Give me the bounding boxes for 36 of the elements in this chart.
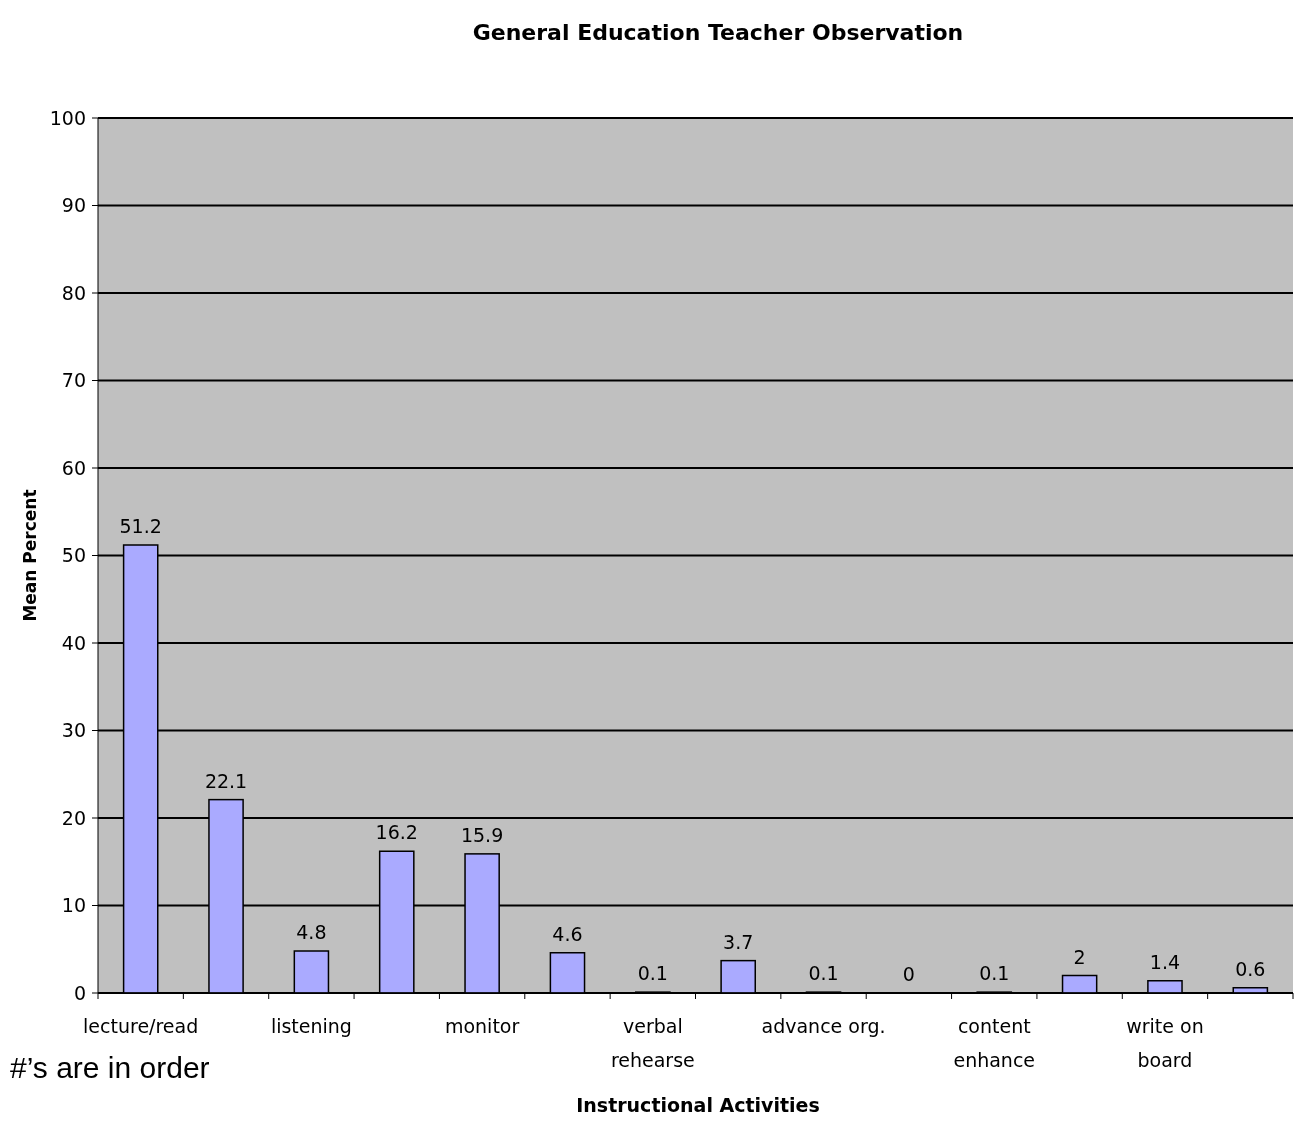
x-tick-label: listening <box>270 1015 352 1037</box>
data-label: 1.4 <box>1149 950 1181 973</box>
x-tick-label: write on board <box>1126 1015 1204 1071</box>
y-tick-label: 70 <box>61 369 86 392</box>
data-label: 2 <box>1073 945 1086 968</box>
data-label: 22.1 <box>204 769 248 792</box>
x-tick-label: content enhance <box>953 1015 1036 1071</box>
y-tick-label: 10 <box>61 894 86 917</box>
y-tick-label: 80 <box>61 281 86 304</box>
chart-title: General Education Teacher Observation <box>472 20 964 45</box>
x-tick-label: advance org. <box>761 1015 886 1037</box>
y-tick-label: 60 <box>61 456 86 479</box>
y-tick-label: 50 <box>61 544 86 567</box>
x-axis-title: Instructional Activities <box>576 1094 820 1116</box>
y-tick-label: 0 <box>73 981 86 1004</box>
data-label: 0.1 <box>637 962 668 985</box>
y-tick-label: 90 <box>61 194 86 217</box>
x-tick-label: lecture/read <box>83 1015 199 1037</box>
data-label: 15.9 <box>460 823 504 846</box>
y-tick-label: 100 <box>49 106 86 129</box>
data-label: 0.6 <box>1235 957 1266 980</box>
data-label: 4.8 <box>296 921 327 943</box>
y-tick-label: 20 <box>61 806 86 829</box>
x-tick-label: monitor <box>444 1015 520 1037</box>
x-tick-label: verbal rehearse <box>610 1015 695 1071</box>
data-label: 3.7 <box>723 930 754 953</box>
data-label: 4.6 <box>552 922 583 945</box>
data-label: 0.1 <box>979 962 1010 985</box>
text: #’s are in order <box>10 1051 210 1084</box>
y-tick-label: 40 <box>61 631 86 654</box>
data-label: 51.2 <box>119 515 162 537</box>
data-label: 0.1 <box>808 962 839 985</box>
data-label: 0 <box>902 963 915 985</box>
y-axis-title: Mean Percent <box>20 489 40 622</box>
y-tick-label: 30 <box>61 719 86 742</box>
data-label: 16.2 <box>375 821 418 844</box>
